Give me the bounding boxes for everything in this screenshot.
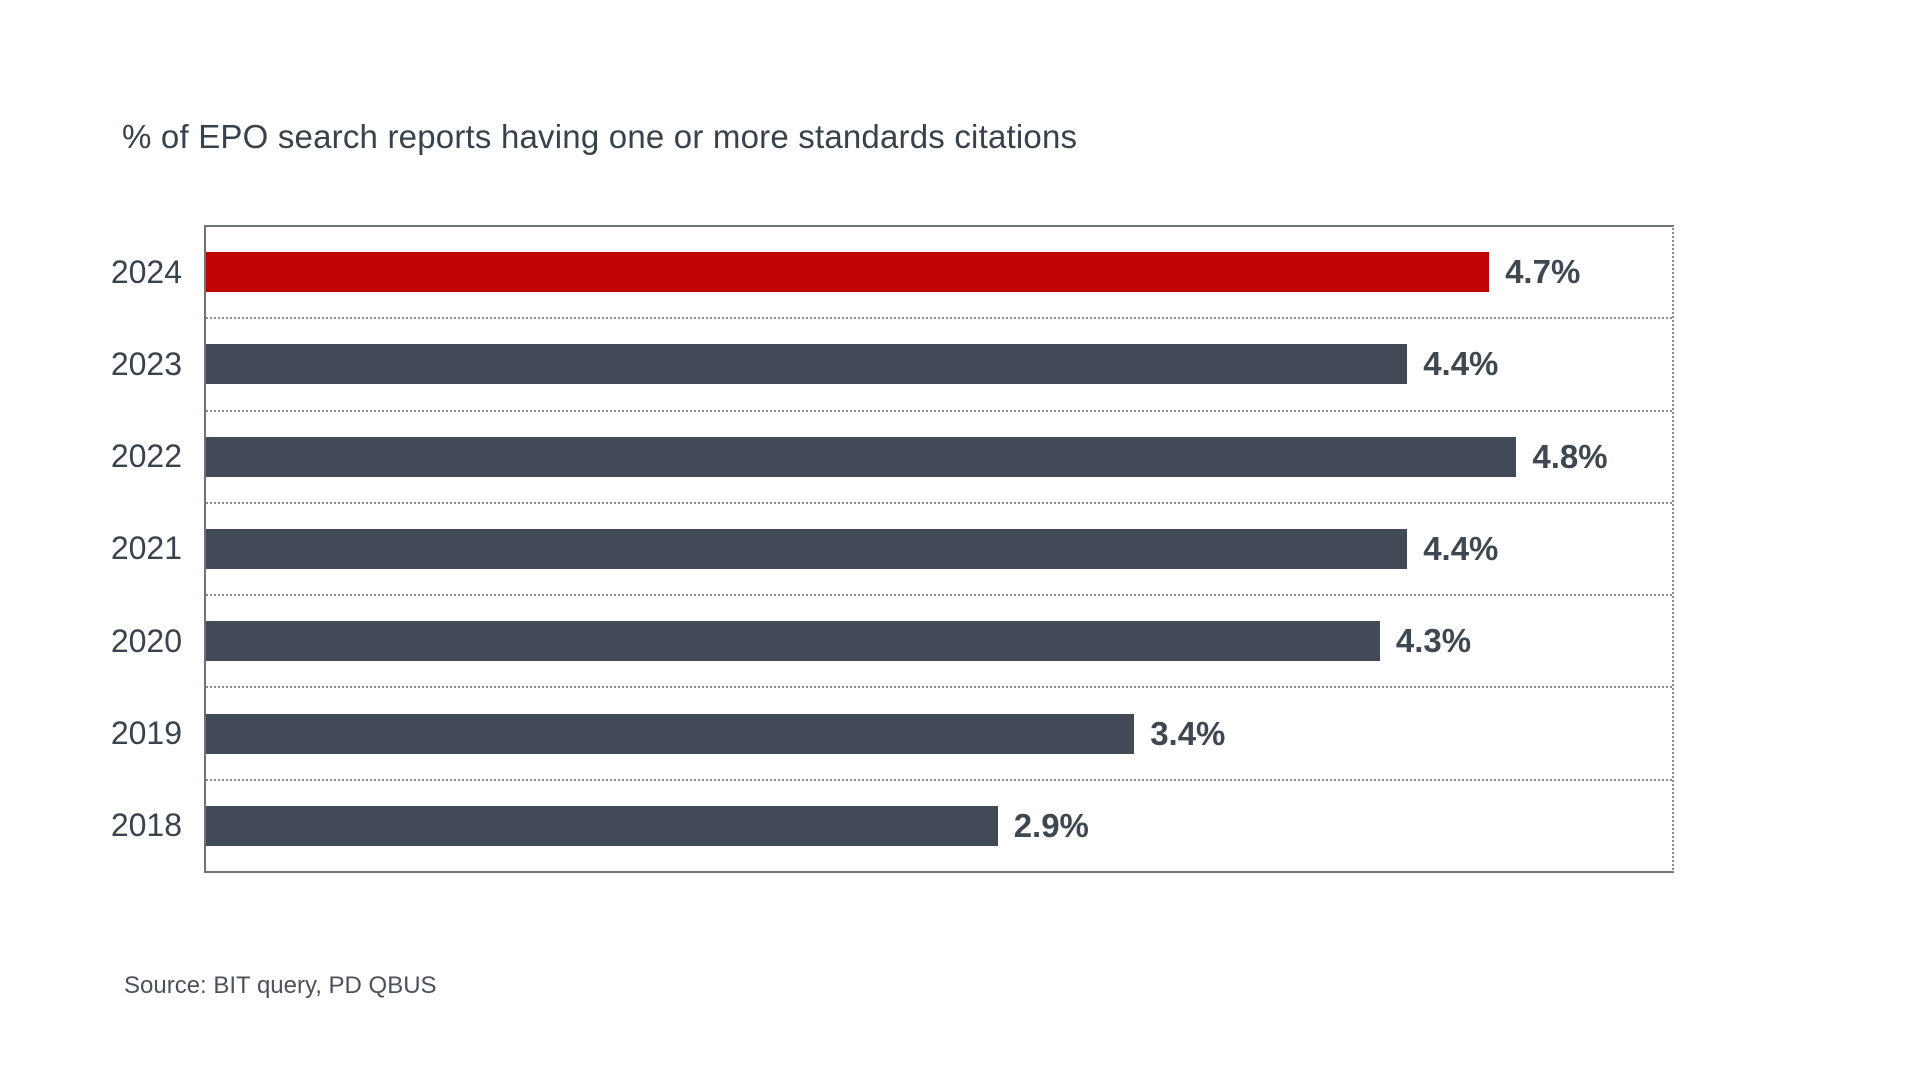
bar	[206, 528, 1408, 569]
year-label: 2021	[110, 530, 182, 567]
bar	[206, 252, 1490, 293]
bar	[206, 344, 1408, 385]
value-label: 4.4%	[1423, 529, 1499, 567]
bar-row: 2020 4.3%	[111, 596, 1672, 689]
bar	[206, 621, 1380, 662]
bar	[206, 713, 1135, 754]
bar-row: 2021 4.4%	[111, 504, 1672, 597]
year-label: 2019	[110, 715, 182, 752]
bar-row: 2024 4.7%	[111, 227, 1672, 320]
chart-title: % of EPO search reports having one or mo…	[122, 118, 1078, 155]
year-label: 2024	[110, 253, 182, 290]
bar	[206, 805, 998, 846]
year-label: 2018	[110, 807, 182, 844]
value-label: 2.9%	[1013, 806, 1089, 844]
value-label: 3.4%	[1150, 714, 1226, 752]
source-note: Source: BIT query, PD QBUS	[124, 972, 437, 999]
year-label: 2020	[110, 622, 182, 659]
bar-row: 2018 2.9%	[111, 781, 1672, 871]
value-label: 4.4%	[1423, 345, 1499, 383]
value-label: 4.7%	[1505, 253, 1581, 291]
year-label: 2022	[110, 438, 182, 475]
value-label: 4.8%	[1532, 437, 1608, 475]
value-label: 4.3%	[1395, 622, 1472, 660]
year-label: 2023	[110, 345, 182, 382]
bar	[206, 436, 1517, 477]
bar-row: 2023 4.4%	[111, 319, 1672, 412]
plot-area: 2024 4.7% 2023 4.4% 2022 4.8% 2021 4.4% …	[111, 225, 1674, 873]
bar-row: 2022 4.8%	[111, 412, 1672, 504]
bar-row: 2019 3.4%	[111, 688, 1672, 781]
